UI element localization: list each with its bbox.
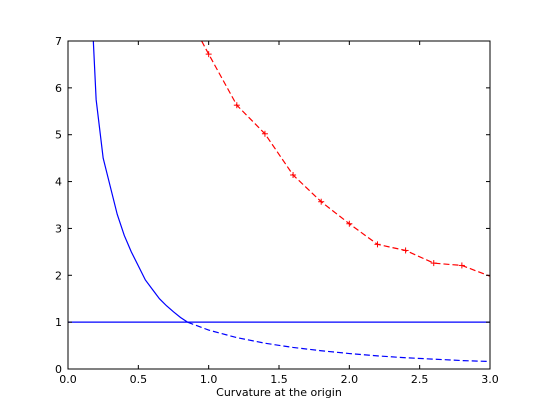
x-tick-label: 1.0 [200, 373, 218, 386]
series-4-point [346, 220, 353, 227]
series-4-point [233, 102, 240, 109]
series-4-point [290, 172, 297, 179]
y-tick-label: 2 [55, 269, 62, 282]
y-tick-label: 1 [55, 316, 62, 329]
x-axis-label: Curvature at the origin [216, 386, 342, 399]
x-tick-label: 2.0 [341, 373, 359, 386]
y-tick-label: 0 [55, 363, 62, 376]
x-tick-label: 3.0 [481, 373, 499, 386]
y-tick-label: 4 [55, 176, 62, 189]
y-tick-label: 5 [55, 129, 62, 142]
plot-frame [67, 40, 491, 370]
series-line-4 [201, 41, 490, 277]
y-tick-label: 6 [55, 82, 62, 95]
x-tick-label: 1.5 [270, 373, 288, 386]
y-tick-label: 3 [55, 222, 62, 235]
x-tick-label: 0.5 [130, 373, 148, 386]
series-layer [68, 41, 490, 363]
x-tick-label: 2.5 [411, 373, 429, 386]
series-4-point [318, 198, 325, 205]
series-line-2 [187, 321, 490, 363]
series-4-point [374, 241, 381, 248]
series-4-point [261, 130, 268, 137]
series-4-point [205, 51, 212, 58]
series-line-1 [92, 41, 188, 323]
series-4-point [458, 262, 465, 269]
series-4-point [430, 260, 437, 267]
x-tick-label: 0.0 [59, 373, 77, 386]
ticks-layer: 0.0 0.5 1.0 1.5 2.0 2.5 3.0 0 1 2 3 4 5 6 7 [55, 35, 499, 386]
y-tick-label: 7 [55, 35, 62, 48]
series-4-point [402, 247, 409, 254]
